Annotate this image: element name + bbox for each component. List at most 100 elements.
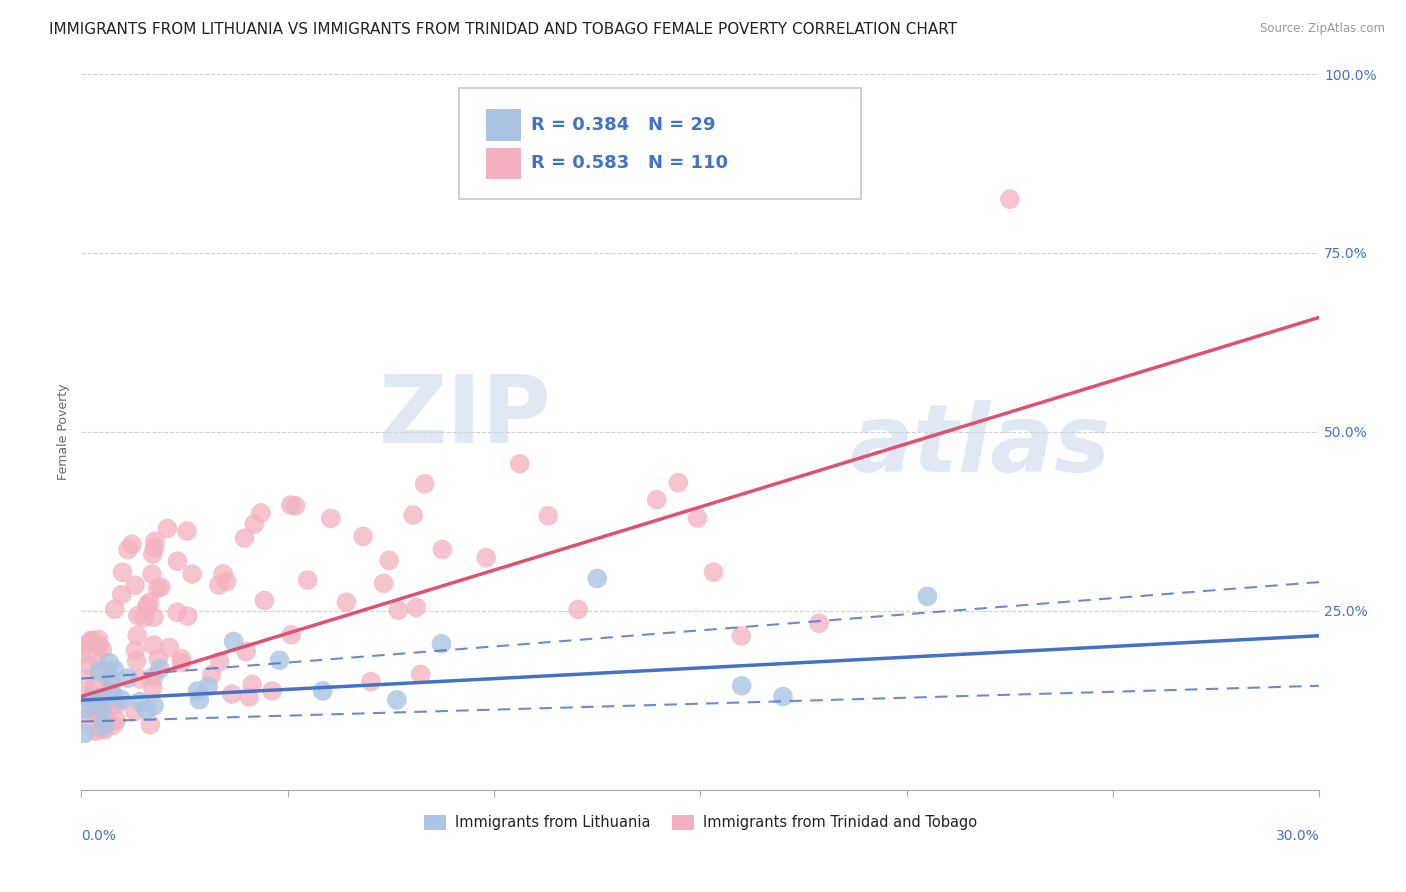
- Point: [91, 690, 114, 705]
- Point: [111, 692, 134, 706]
- Point: [124, 705, 146, 719]
- Point: [170, 652, 193, 666]
- Point: [385, 693, 408, 707]
- Point: [141, 567, 163, 582]
- Point: [80, 705, 103, 719]
- Point: [567, 602, 589, 616]
- Point: [135, 703, 157, 717]
- Point: [297, 573, 319, 587]
- Point: [998, 192, 1021, 206]
- Point: [89, 665, 111, 679]
- Point: [917, 590, 939, 604]
- Point: [98, 656, 121, 670]
- Point: [72, 713, 94, 727]
- Point: [139, 717, 162, 731]
- Point: [124, 643, 146, 657]
- Legend: Immigrants from Lithuania, Immigrants from Trinidad and Tobago: Immigrants from Lithuania, Immigrants fr…: [418, 809, 983, 836]
- Point: [212, 566, 235, 581]
- Point: [87, 632, 110, 647]
- Point: [170, 656, 193, 670]
- Y-axis label: Female Poverty: Female Poverty: [58, 384, 70, 480]
- Point: [240, 678, 263, 692]
- Point: [124, 578, 146, 592]
- Point: [104, 602, 127, 616]
- Point: [110, 588, 132, 602]
- Point: [319, 511, 342, 525]
- Point: [269, 653, 291, 667]
- Point: [378, 553, 401, 567]
- Point: [75, 672, 97, 686]
- Point: [413, 476, 436, 491]
- Point: [233, 531, 256, 545]
- Point: [103, 663, 125, 677]
- Point: [730, 679, 752, 693]
- Point: [143, 698, 166, 713]
- Point: [730, 629, 752, 643]
- Point: [187, 684, 209, 698]
- Point: [75, 690, 97, 704]
- Point: [243, 517, 266, 532]
- Point: [645, 492, 668, 507]
- Point: [181, 567, 204, 582]
- Point: [166, 554, 188, 568]
- Point: [90, 703, 112, 717]
- Point: [80, 693, 103, 707]
- Point: [280, 628, 302, 642]
- Point: [475, 550, 498, 565]
- Point: [208, 655, 231, 669]
- Point: [93, 698, 115, 712]
- Point: [402, 508, 425, 522]
- Text: atlas: atlas: [849, 401, 1111, 492]
- Point: [86, 706, 108, 720]
- Point: [335, 595, 357, 609]
- Point: [146, 582, 169, 596]
- Point: [127, 608, 149, 623]
- Point: [222, 634, 245, 648]
- Bar: [486, 148, 520, 179]
- Point: [127, 628, 149, 642]
- Point: [86, 707, 108, 722]
- Point: [387, 603, 409, 617]
- Point: [208, 578, 231, 592]
- Point: [86, 651, 108, 665]
- Point: [360, 674, 382, 689]
- Point: [105, 714, 128, 728]
- Point: [121, 537, 143, 551]
- Point: [586, 572, 609, 586]
- Point: [84, 724, 107, 739]
- Point: [80, 633, 103, 648]
- Point: [132, 610, 155, 624]
- Point: [253, 593, 276, 607]
- Point: [93, 719, 115, 733]
- Text: IMMIGRANTS FROM LITHUANIA VS IMMIGRANTS FROM TRINIDAD AND TOBAGO FEMALE POVERTY : IMMIGRANTS FROM LITHUANIA VS IMMIGRANTS …: [49, 22, 957, 37]
- Point: [94, 709, 117, 723]
- Point: [235, 645, 257, 659]
- Point: [101, 718, 124, 732]
- Point: [352, 529, 374, 543]
- Point: [111, 566, 134, 580]
- Point: [197, 679, 219, 693]
- Point: [142, 638, 165, 652]
- Point: [238, 690, 260, 704]
- Point: [136, 599, 159, 614]
- Point: [156, 522, 179, 536]
- Point: [149, 662, 172, 676]
- Text: 0.0%: 0.0%: [82, 829, 117, 843]
- Point: [142, 681, 165, 695]
- Point: [73, 639, 96, 653]
- Point: [84, 679, 107, 693]
- FancyBboxPatch shape: [458, 88, 862, 199]
- Point: [82, 691, 104, 706]
- Point: [98, 673, 121, 687]
- Point: [101, 698, 124, 712]
- Point: [139, 595, 162, 609]
- Point: [166, 605, 188, 619]
- Point: [373, 576, 395, 591]
- Point: [405, 600, 427, 615]
- Point: [432, 542, 454, 557]
- Point: [82, 687, 104, 701]
- Point: [98, 683, 121, 698]
- Point: [666, 475, 689, 490]
- Text: R = 0.583   N = 110: R = 0.583 N = 110: [530, 154, 728, 172]
- Point: [93, 665, 115, 679]
